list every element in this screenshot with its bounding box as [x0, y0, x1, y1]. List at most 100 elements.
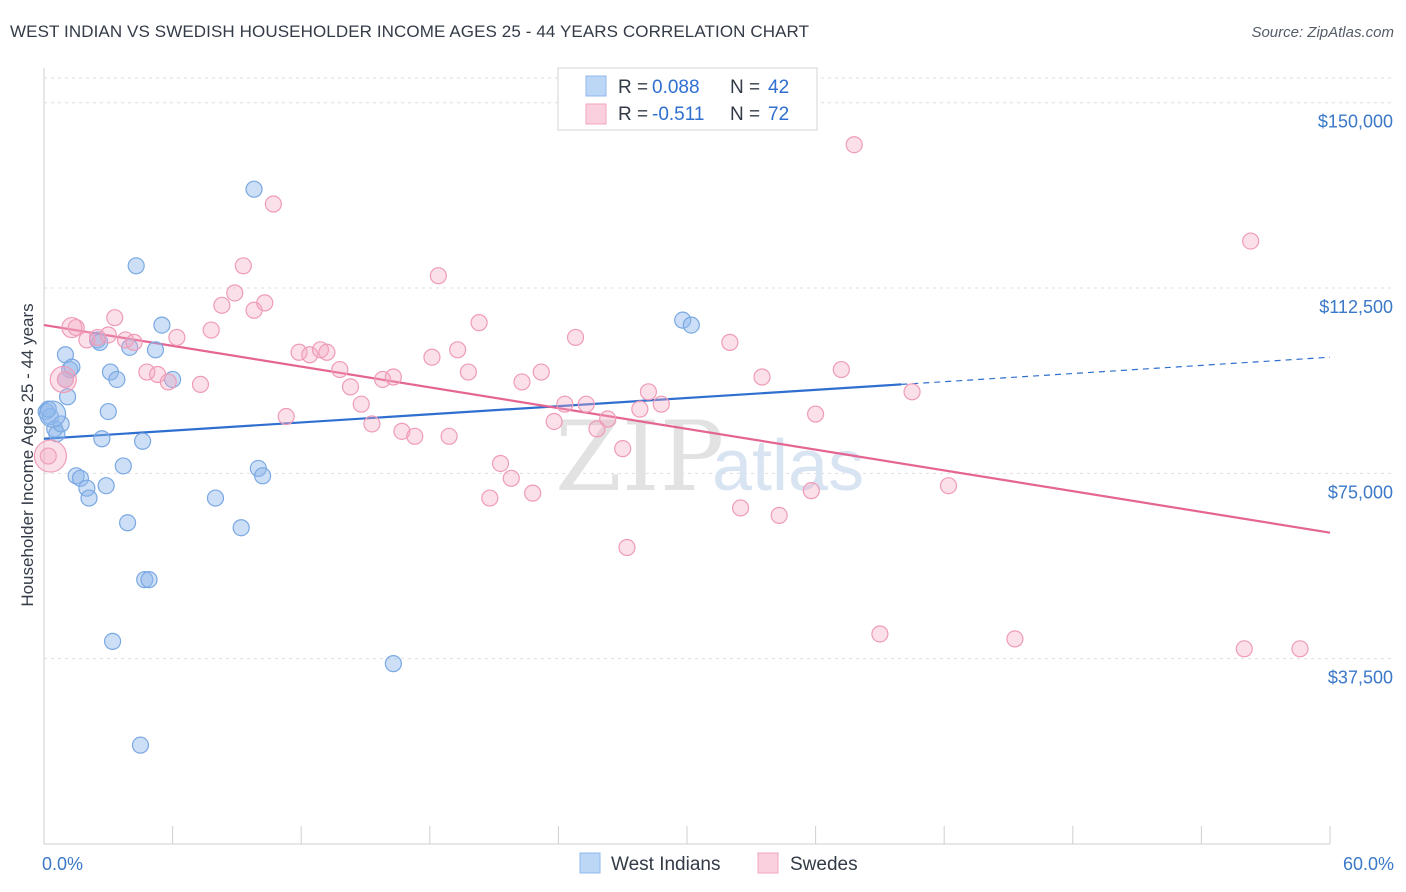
legend-r-value-1: 0.088 [652, 77, 700, 98]
swedes-point [731, 499, 750, 517]
swedes-point [770, 506, 788, 524]
bottom-legend-swatch-swedes [757, 852, 779, 874]
west-indians-point [99, 402, 117, 421]
bottom-legend: West Indians Swedes [579, 852, 858, 875]
west-indians-point [127, 257, 145, 275]
grid-lines [44, 77, 1395, 660]
swedes-point [49, 365, 77, 394]
legend-r-value-2: -0.511 [652, 104, 704, 125]
swedes-point [159, 373, 177, 391]
swedes-point [545, 412, 563, 431]
west-indians-point [384, 655, 402, 673]
swedes-point [423, 348, 441, 366]
west-indians-point [206, 489, 225, 507]
west-indians-point [118, 514, 137, 532]
west-indians-point [97, 477, 115, 495]
legend-n-value-1: 42 [768, 77, 789, 98]
swedes-point [264, 195, 282, 213]
bottom-legend-swatch-west-indians [579, 852, 601, 874]
swedes-point [290, 343, 308, 361]
west-indians-point [153, 316, 171, 334]
west-indians-point [108, 370, 126, 389]
swedes-point [556, 395, 574, 413]
y-axis-label: Householder Income Ages 25 - 44 years [18, 303, 37, 606]
west-indians-point [61, 360, 79, 379]
axes [43, 68, 1331, 845]
swedes-point [256, 294, 274, 312]
legend-swatch-west-indians [585, 75, 607, 97]
swedes-point [721, 333, 739, 351]
y-tick-label: $112,500 [1319, 297, 1393, 317]
bottom-legend-swedes: Swedes [790, 854, 858, 875]
swedes-point [363, 415, 381, 433]
west-indians-point [131, 736, 150, 754]
swedes-point [39, 447, 57, 465]
west-indians-point [71, 469, 90, 487]
swedes-point [393, 422, 411, 440]
y-tick-label: $150,000 [1318, 112, 1393, 132]
west-indians-point [80, 489, 98, 507]
legend-swatch-swedes [585, 103, 607, 125]
swedes-point [631, 400, 649, 418]
swedes-point [806, 405, 825, 423]
swedes-point [566, 328, 585, 347]
swedes-point [168, 328, 186, 347]
west-indians-point [38, 400, 67, 428]
swedes-point [125, 333, 143, 351]
swedes-point [234, 257, 252, 275]
legend-n-value-2: 72 [768, 104, 789, 125]
swedes-point [753, 368, 771, 386]
swedes-point [614, 440, 632, 458]
swedes-point [440, 427, 458, 445]
west-indians-trend-extension [901, 356, 1331, 385]
chart-source: Source: ZipAtlas.com [1251, 24, 1394, 41]
swedes-point [226, 284, 244, 302]
data-points [33, 136, 1309, 754]
swedes-point [277, 407, 295, 426]
swedes-point [202, 321, 220, 339]
swedes-point [341, 378, 360, 396]
swedes-point [384, 368, 402, 386]
west-indians-point [245, 180, 263, 198]
x-tick-labels: 0.0% 60.0% [42, 854, 1394, 874]
swedes-point [318, 343, 336, 361]
swedes-point [939, 477, 958, 495]
swedes-point [33, 439, 68, 473]
swedes-point [588, 420, 606, 438]
x-tick-label-min: 0.0% [42, 854, 83, 874]
swedes-point [138, 363, 156, 381]
y-tick-label: $75,000 [1328, 482, 1393, 502]
swedes-point [470, 314, 488, 332]
swedes-point [191, 375, 210, 393]
west-indians-point [133, 432, 152, 450]
swedes-trend-line [43, 324, 1331, 534]
y-tick-labels: $37,500 $75,000 $112,500 $150,000 [1318, 112, 1393, 688]
legend-n-label-1: N = [730, 77, 760, 98]
swedes-point [301, 346, 319, 364]
swedes-point [871, 625, 889, 643]
swedes-point [481, 489, 499, 507]
swedes-point [532, 363, 550, 381]
west-indians-point [682, 316, 700, 334]
swedes-point [802, 482, 820, 500]
swedes-point [832, 360, 850, 379]
swedes-point [524, 484, 542, 502]
swedes-point [1291, 640, 1309, 658]
west-indians-point [140, 571, 158, 589]
swedes-point [106, 309, 124, 327]
swedes-point [331, 360, 349, 379]
west-indians-point [136, 571, 154, 589]
legend-n-label-2: N = [730, 104, 760, 125]
west-indians-point [114, 457, 132, 475]
swedes-point [78, 331, 96, 349]
svg-text:ZIP: ZIP [555, 401, 724, 513]
swedes-point [845, 136, 863, 154]
west-indians-point [254, 467, 272, 485]
swedes-point [406, 427, 424, 445]
swedes-point [491, 454, 510, 473]
swedes-point [374, 370, 392, 389]
bottom-legend-west-indians: West Indians [611, 854, 720, 875]
swedes-point [56, 370, 75, 389]
swedes-point [429, 267, 447, 285]
